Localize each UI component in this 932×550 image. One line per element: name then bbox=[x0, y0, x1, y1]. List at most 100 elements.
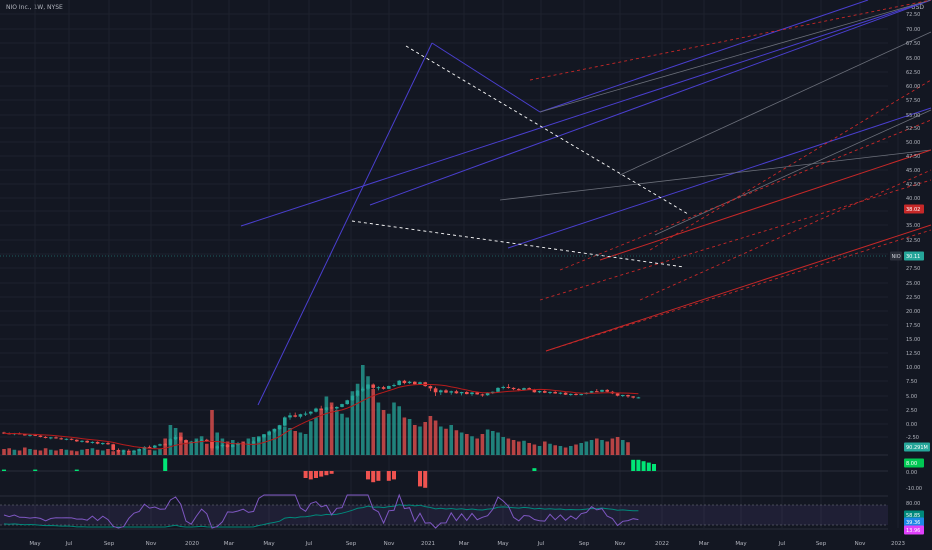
pitchfork-line bbox=[431, 42, 541, 113]
volume-bar bbox=[449, 425, 453, 455]
candle bbox=[527, 388, 531, 390]
momentum-bar bbox=[163, 458, 168, 471]
volume-bar bbox=[49, 449, 53, 455]
candle bbox=[179, 436, 183, 441]
volume-bar bbox=[553, 445, 557, 455]
candle bbox=[335, 406, 339, 409]
volume-bar bbox=[69, 450, 74, 455]
momentum-bar bbox=[631, 459, 636, 471]
candle bbox=[537, 391, 542, 393]
candle bbox=[636, 397, 641, 399]
candle bbox=[251, 441, 256, 444]
candle bbox=[371, 384, 375, 388]
candle bbox=[366, 384, 370, 389]
candle bbox=[454, 391, 459, 394]
candle bbox=[2, 432, 6, 434]
candle bbox=[511, 387, 516, 390]
momentum-bar bbox=[314, 471, 318, 478]
volume-bar bbox=[210, 410, 214, 455]
volume-bar bbox=[314, 417, 318, 455]
volume-bar bbox=[465, 434, 469, 455]
candle bbox=[595, 391, 599, 393]
symbol-tag: NIO bbox=[892, 254, 901, 260]
volume-bar bbox=[439, 426, 443, 455]
candle bbox=[69, 438, 74, 440]
candle bbox=[605, 389, 609, 392]
candle bbox=[626, 395, 630, 397]
volume-bar bbox=[106, 449, 110, 455]
price-tick-label: 62.50 bbox=[906, 70, 920, 76]
rsi-label-2: 39.36 bbox=[906, 520, 920, 526]
momentum-bar bbox=[386, 471, 391, 481]
candle bbox=[449, 391, 453, 393]
price-tick-label: 25.00 bbox=[906, 281, 920, 287]
candle bbox=[558, 392, 563, 394]
time-tick-label: Mar bbox=[224, 541, 235, 547]
momentum-bar bbox=[652, 464, 656, 471]
candle bbox=[532, 389, 537, 393]
candle bbox=[506, 386, 511, 388]
candle bbox=[147, 446, 152, 448]
candle bbox=[101, 443, 105, 445]
candle bbox=[277, 425, 282, 430]
momentum-bar bbox=[303, 471, 308, 478]
candle bbox=[501, 386, 505, 388]
candle bbox=[392, 385, 396, 387]
volume-bar bbox=[475, 438, 479, 455]
candle bbox=[80, 440, 84, 442]
candle bbox=[38, 435, 43, 437]
volume-bar bbox=[569, 446, 573, 455]
last-price-label-bg bbox=[904, 251, 924, 261]
momentum-value-label: 8.00 bbox=[906, 461, 917, 467]
rsi-signal-line bbox=[3, 504, 639, 528]
candle bbox=[309, 411, 313, 414]
pitchfork-line bbox=[369, 0, 932, 206]
time-tick-label: Sep bbox=[104, 541, 115, 547]
volume-bar bbox=[558, 446, 563, 455]
momentum-bar bbox=[2, 469, 6, 471]
volume-bar bbox=[548, 443, 552, 455]
rsi-label-1-bg bbox=[904, 510, 924, 520]
volume-bar bbox=[85, 449, 89, 455]
volume-bar bbox=[324, 396, 329, 455]
candle bbox=[121, 450, 126, 452]
volume-bar bbox=[59, 449, 63, 455]
candle bbox=[376, 387, 381, 389]
volume-bar bbox=[309, 421, 313, 455]
time-tick-label: Jul bbox=[65, 541, 73, 547]
candle bbox=[298, 414, 303, 417]
volume-bar bbox=[43, 448, 48, 455]
volume-bar bbox=[340, 413, 344, 455]
price-tick-label: 10.00 bbox=[906, 365, 920, 371]
time-tick-label: 2022 bbox=[655, 541, 669, 547]
momentum-bar bbox=[532, 468, 537, 471]
price-tick-label: 50.00 bbox=[906, 140, 920, 146]
volume-bar bbox=[12, 449, 17, 455]
volume-bar bbox=[600, 440, 604, 455]
momentum-tick-label: 0.00 bbox=[906, 470, 917, 476]
price-tick-label: 5.00 bbox=[906, 394, 917, 400]
pitchfork-line bbox=[545, 229, 932, 352]
currency-label: USD bbox=[911, 4, 924, 11]
candle bbox=[173, 436, 178, 440]
candle bbox=[314, 408, 318, 412]
momentum-bar bbox=[74, 469, 79, 471]
price-tick-label: 60.00 bbox=[906, 84, 920, 90]
pitchfork-line bbox=[539, 0, 932, 113]
volume-bar bbox=[153, 450, 157, 455]
volume-bar bbox=[319, 408, 323, 455]
volume-bar bbox=[101, 450, 105, 455]
pitchfork-line bbox=[507, 107, 932, 249]
candle bbox=[496, 387, 500, 392]
candle bbox=[475, 392, 479, 395]
volume-bar bbox=[283, 426, 287, 455]
volume-bar bbox=[355, 383, 360, 455]
volume-bar bbox=[225, 441, 230, 455]
candle bbox=[85, 440, 89, 443]
candle bbox=[340, 404, 344, 407]
pitchfork-line bbox=[240, 0, 932, 227]
candle bbox=[215, 446, 219, 449]
candle bbox=[574, 393, 578, 395]
time-tick-label: Jul bbox=[305, 541, 313, 547]
